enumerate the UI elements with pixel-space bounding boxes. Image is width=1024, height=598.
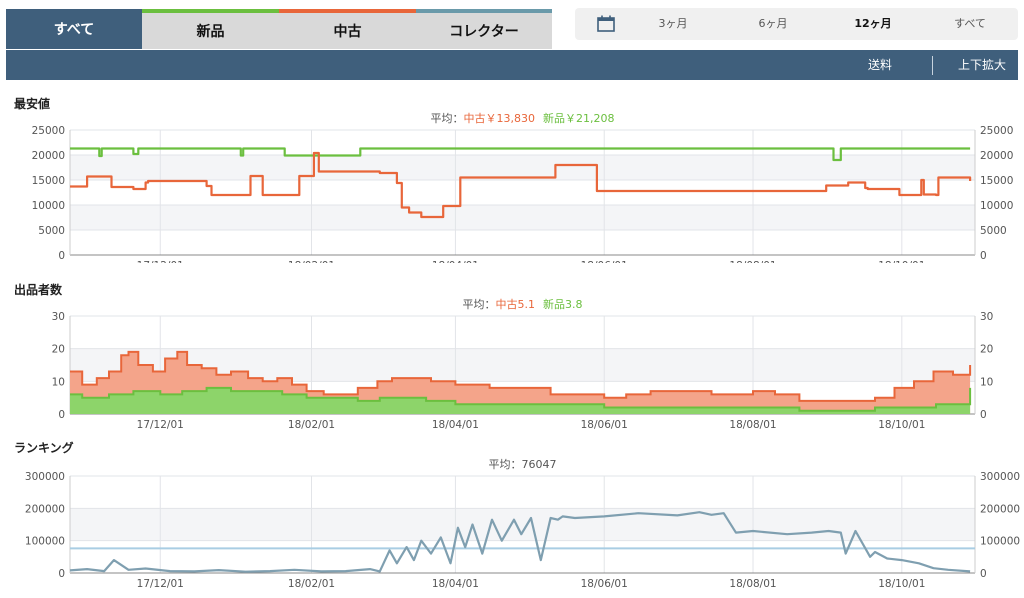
- tab-all[interactable]: すべて: [6, 9, 142, 49]
- x-tick-label: 18/10/01: [878, 419, 925, 429]
- plot-band: [70, 476, 975, 509]
- average-caption: 平均：中古￥13,830 新品￥21,208: [431, 111, 615, 125]
- average-label: 平均：: [431, 112, 464, 125]
- y-tick-label-right: 20000: [980, 150, 1013, 162]
- average-value-used: 中古￥13,830: [464, 112, 536, 125]
- y-tick-label-right: 100000: [980, 536, 1020, 548]
- average-caption: 平均：76047: [489, 458, 557, 471]
- x-tick-label: 18/04/01: [432, 578, 479, 590]
- plot-band: [70, 180, 975, 205]
- y-tick-label-left: 0: [58, 568, 65, 580]
- y-tick-label-left: 30: [52, 311, 65, 323]
- range-3m[interactable]: 3ヶ月: [658, 17, 688, 30]
- y-tick-label-left: 10000: [32, 200, 65, 212]
- ranking-chart-title: ランキング: [14, 441, 74, 455]
- x-tick-label: 18/04/01: [432, 419, 479, 429]
- average-label: 平均：: [489, 458, 522, 471]
- y-tick-label-right: 10000: [980, 200, 1013, 212]
- y-tick-label-right: 20: [980, 344, 993, 356]
- chart-toolbar: 送料 上下拡大: [6, 50, 1018, 80]
- average-value-new: 新品￥21,208: [543, 111, 615, 125]
- y-tick-label-left: 5000: [38, 225, 65, 237]
- tab-collector[interactable]: コレクター: [416, 9, 552, 49]
- x-tick-label: 18/10/01: [878, 260, 925, 263]
- y-tick-label-left: 0: [58, 409, 65, 421]
- series-line-ranking: [69, 511, 971, 573]
- range-6m[interactable]: 6ヶ月: [758, 17, 788, 30]
- y-tick-label-right: 15000: [980, 175, 1013, 187]
- series-line-used: [70, 151, 972, 219]
- series-line-used: [70, 350, 972, 402]
- y-tick-label-left: 15000: [32, 175, 65, 187]
- x-tick-label: 18/02/01: [288, 419, 335, 429]
- average-label: 平均：: [463, 298, 496, 311]
- x-tick-label: 18/08/01: [729, 260, 776, 263]
- y-tick-label-left: 10: [52, 376, 65, 388]
- y-tick-label-left: 300000: [25, 471, 65, 483]
- x-tick-label: 18/08/01: [729, 578, 776, 590]
- y-tick-label-right: 0: [980, 409, 987, 421]
- y-tick-label-right: 5000: [980, 225, 1007, 237]
- price-chart: 0 0 5000 5000 10000 10000 15000 15000 20000 20000…: [32, 111, 1014, 263]
- series-line-new: [70, 386, 972, 412]
- x-tick-label: 18/06/01: [581, 578, 628, 590]
- y-tick-label-left: 20: [52, 344, 65, 356]
- y-tick-label-left: 0: [58, 250, 65, 262]
- calendar-icon[interactable]: [597, 15, 615, 32]
- average-caption: 平均：中古5.1 新品3.8: [463, 297, 583, 311]
- plot-band: [70, 508, 975, 541]
- plot-band: [70, 540, 975, 573]
- y-tick-label-left: 20000: [32, 150, 65, 162]
- y-tick-label-right: 300000: [980, 471, 1020, 483]
- product-type-tabs: すべて 新品 中古 コレクター: [0, 0, 1024, 50]
- price-chart-title: 最安値: [14, 97, 51, 111]
- x-tick-label: 18/08/01: [729, 419, 776, 429]
- plot-band: [70, 155, 975, 180]
- x-tick-label: 18/02/01: [288, 260, 335, 263]
- average-value-used: 中古5.1: [496, 298, 536, 311]
- x-tick-label: 18/10/01: [878, 578, 925, 590]
- y-tick-label-right: 0: [980, 250, 987, 262]
- y-tick-label-right: 0: [980, 568, 987, 580]
- ranking-chart: 0 0 100000 100000 200000 200000 300000 300000 17…: [25, 458, 1020, 590]
- x-tick-label: 18/02/01: [288, 578, 335, 590]
- y-tick-label-left: 100000: [25, 536, 65, 548]
- y-tick-label-right: 10: [980, 376, 993, 388]
- range-all[interactable]: すべて: [954, 17, 986, 30]
- average-value: 76047: [522, 458, 557, 471]
- y-tick-label-right: 30: [980, 311, 993, 323]
- tab-used[interactable]: 中古: [279, 9, 416, 49]
- average-value-new: 新品3.8: [543, 297, 583, 311]
- sellers-chart: 0 0 10 10 20 20 30 30 17/12/01 18/02/01 18/04/01 18…: [52, 297, 994, 429]
- y-tick-label-right: 25000: [980, 125, 1013, 137]
- zoom-toggle-button[interactable]: 上下拡大: [958, 58, 1007, 72]
- sellers-chart-title: 出品者数: [14, 283, 63, 297]
- series-line-new: [70, 147, 971, 162]
- shipping-button[interactable]: 送料: [868, 58, 893, 72]
- x-tick-label: 17/12/01: [137, 578, 184, 590]
- plot-band: [70, 316, 975, 349]
- y-tick-label-right: 200000: [980, 503, 1020, 515]
- x-tick-label: 18/04/01: [432, 260, 479, 263]
- plot-band: [70, 130, 975, 155]
- range-12m[interactable]: 12ヶ月: [854, 17, 892, 30]
- y-tick-label-left: 25000: [32, 125, 65, 137]
- x-tick-label: 18/06/01: [581, 260, 628, 263]
- x-tick-label: 17/12/01: [137, 260, 184, 263]
- y-tick-label-left: 200000: [25, 503, 65, 515]
- x-tick-label: 18/06/01: [581, 419, 628, 429]
- range-selector: 3ヶ月 6ヶ月 12ヶ月 すべて: [575, 8, 1018, 40]
- plot-band: [70, 205, 975, 230]
- tab-new[interactable]: 新品: [142, 9, 279, 49]
- plot-band: [70, 230, 975, 255]
- toolbar-divider: [932, 56, 933, 75]
- x-tick-label: 17/12/01: [137, 419, 184, 429]
